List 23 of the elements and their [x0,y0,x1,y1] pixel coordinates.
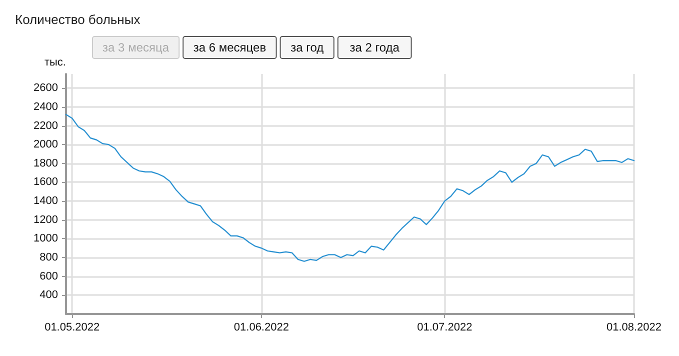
x-tick-label: 01.07.2022 [417,322,472,334]
text: за год [290,40,324,54]
x-tick-label: 01.08.2022 [606,322,662,334]
y-tick-label: 400 [40,289,58,302]
y-tick-label: 1200 [34,214,58,226]
x-tick-label: 01.06.2022 [234,322,289,334]
y-tick-label: 2000 [34,138,58,151]
y-tick-label: 600 [40,270,58,282]
y-tick-label: 1400 [34,195,58,208]
y-axis-title: тыс. [44,56,66,68]
line-series [65,114,635,262]
text: за 3 месяца [102,40,170,54]
text: за 2 года [350,40,400,54]
chart-title: Количество больных [15,12,141,27]
y-tick-label: 1600 [34,176,58,188]
y-tick-label: 2200 [34,120,58,132]
y-tick-label: 2600 [34,82,58,94]
y-tick-label: 800 [40,252,58,264]
text: за 6 месяцев [193,40,266,54]
x-tick-label: 01.05.2022 [44,322,100,334]
y-tick-label: 2400 [34,100,58,113]
y-tick-label: 1800 [34,157,58,170]
y-tick-label: 1000 [34,232,58,245]
